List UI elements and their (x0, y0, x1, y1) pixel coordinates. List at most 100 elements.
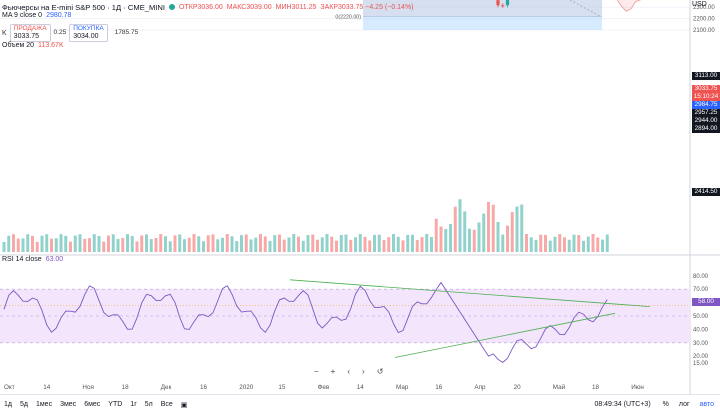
rsi-trend-upper (289, 279, 651, 308)
volume-bar-0 (2, 242, 6, 252)
market-status-icon (169, 4, 176, 10)
volume-bar-73 (349, 239, 353, 252)
volume-bar-26 (126, 234, 129, 252)
volume-bar-63 (301, 240, 305, 252)
symbol-title[interactable]: Фьючерсы на E-mini S&P 500 · 1Д · CME_MI… (2, 2, 166, 12)
candle-body-106 (505, 0, 510, 6)
time-range-highlight (363, 0, 602, 30)
timeframe-3[interactable]: 3мес (60, 401, 77, 408)
volume-bar-4 (21, 238, 25, 252)
timeframe-0[interactable]: 1д (4, 401, 12, 408)
volume-bar-21 (102, 241, 106, 252)
rsi-value: 63.00 (45, 256, 64, 263)
timeframe-4[interactable]: 6мес (84, 401, 101, 408)
volume-bar-123 (586, 236, 590, 252)
volume-bar-119 (567, 239, 571, 252)
volume-bar-114 (544, 234, 547, 252)
rsi-tick-0: 80.00 (693, 274, 709, 280)
timeframe-1[interactable]: 5д (19, 401, 28, 408)
volume-bar-25 (121, 238, 125, 252)
rsi-tick-1: 70.00 (693, 287, 709, 293)
volume-bar-75 (358, 234, 362, 252)
volume-bar-62 (297, 236, 300, 252)
volume-bar-77 (368, 240, 372, 252)
volume-bar-59 (282, 239, 286, 252)
percent-toggle[interactable]: % (662, 401, 669, 408)
clock-display[interactable]: 08:49:34 (UTC+3) (594, 401, 651, 408)
zoom-out-button[interactable]: − (314, 367, 319, 376)
volume-bar-37 (178, 234, 182, 252)
volume-bar-101 (482, 213, 486, 252)
volume-bar-66 (316, 239, 319, 252)
scroll-left-button[interactable]: ‹ (347, 367, 351, 376)
auto-toggle[interactable]: авто (699, 401, 714, 408)
timeframe-7[interactable]: 5л (144, 401, 153, 408)
volume-bar-13 (64, 235, 68, 252)
volume-bar-83 (396, 236, 400, 252)
volume-legend[interactable]: Объем 20 113.67K (2, 42, 64, 49)
volume-bar-120 (572, 234, 576, 252)
volume-bar-89 (425, 234, 429, 252)
volume-bar-33 (159, 234, 163, 252)
volume-bar-1 (7, 235, 11, 252)
volume-bar-32 (154, 237, 158, 252)
zoom-in-button[interactable]: + (330, 367, 336, 376)
volume-label: Объем 20 (2, 42, 35, 49)
price-pill-2944: 2944.00 (692, 117, 720, 125)
time-tick-6: 2020 (239, 384, 254, 391)
timeframe-5[interactable]: YTD (108, 401, 123, 408)
ohlc-open: ОТКР3036.00 (179, 3, 223, 11)
volume-bar-113 (539, 234, 543, 252)
volume-bar-27 (130, 236, 134, 252)
sell-button[interactable]: ПРОДАЖА 3033.75 (9, 24, 51, 42)
extra-value: 1785.75 (114, 29, 139, 36)
time-tick-7: 15 (278, 384, 286, 391)
volume-bar-52 (249, 239, 253, 252)
volume-bar-104 (496, 221, 500, 252)
timeframe-6[interactable]: 1г (130, 401, 137, 408)
buy-button[interactable]: ПОКУПКА 3034.00 (69, 24, 108, 42)
rsi-tick-5: 30.00 (693, 341, 709, 347)
volume-bar-117 (558, 234, 562, 252)
ma-legend[interactable]: MA 9 close 0 2980.78 (2, 12, 71, 19)
volume-bar-88 (420, 237, 424, 252)
volume-bar-107 (510, 212, 514, 252)
log-toggle[interactable]: лог (678, 401, 690, 408)
ma-label: MA 9 close 0 (2, 12, 43, 19)
legend-row: Фьючерсы на E-mini S&P 500 · 1Д · CME_MI… (2, 1, 414, 13)
volume-bar-90 (430, 236, 433, 252)
volume-bar-6 (31, 235, 34, 252)
volume-bar-34 (164, 236, 167, 252)
volume-bar-22 (107, 235, 110, 252)
price-pill-3113: 3113.00 (692, 72, 720, 80)
time-tick-11: 16 (435, 384, 443, 391)
volume-bar-50 (240, 235, 243, 252)
calendar-icon[interactable]: ▣ (180, 401, 188, 409)
price-pill-2414: 2414.50 (692, 188, 720, 196)
volume-bar-100 (477, 222, 481, 252)
time-tick-5: 16 (200, 384, 208, 391)
volume-bar-16 (78, 234, 82, 252)
timeframe-2[interactable]: 1мес (35, 401, 53, 408)
reset-button[interactable]: ↺ (376, 367, 384, 376)
volume-bar-85 (406, 234, 410, 252)
bottom-toolbar: 1д 5д 1мес 3мес 6мес YTD 1г 5л Все ▣ 08:49:34 (U… (0, 394, 720, 414)
volume-bar-111 (529, 237, 533, 252)
volume-bar-48 (230, 236, 234, 252)
volume-bar-84 (401, 240, 405, 252)
timeframe-8[interactable]: Все (160, 401, 173, 408)
volume-bar-8 (40, 235, 44, 252)
volume-bar-74 (354, 237, 357, 252)
volume-bar-122 (582, 240, 585, 252)
volume-bar-60 (287, 237, 291, 252)
volume-bar-30 (145, 234, 148, 252)
rsi-legend[interactable]: RSI 14 close 63.00 (2, 256, 63, 263)
time-tick-0: Окт (4, 384, 15, 391)
scroll-right-button[interactable]: › (362, 367, 365, 376)
buy-price: 3034.00 (73, 33, 99, 40)
price-pill-2957: 2957.25 (692, 109, 720, 117)
volume-bar-15 (73, 235, 77, 252)
volume-bar-127 (605, 234, 609, 252)
